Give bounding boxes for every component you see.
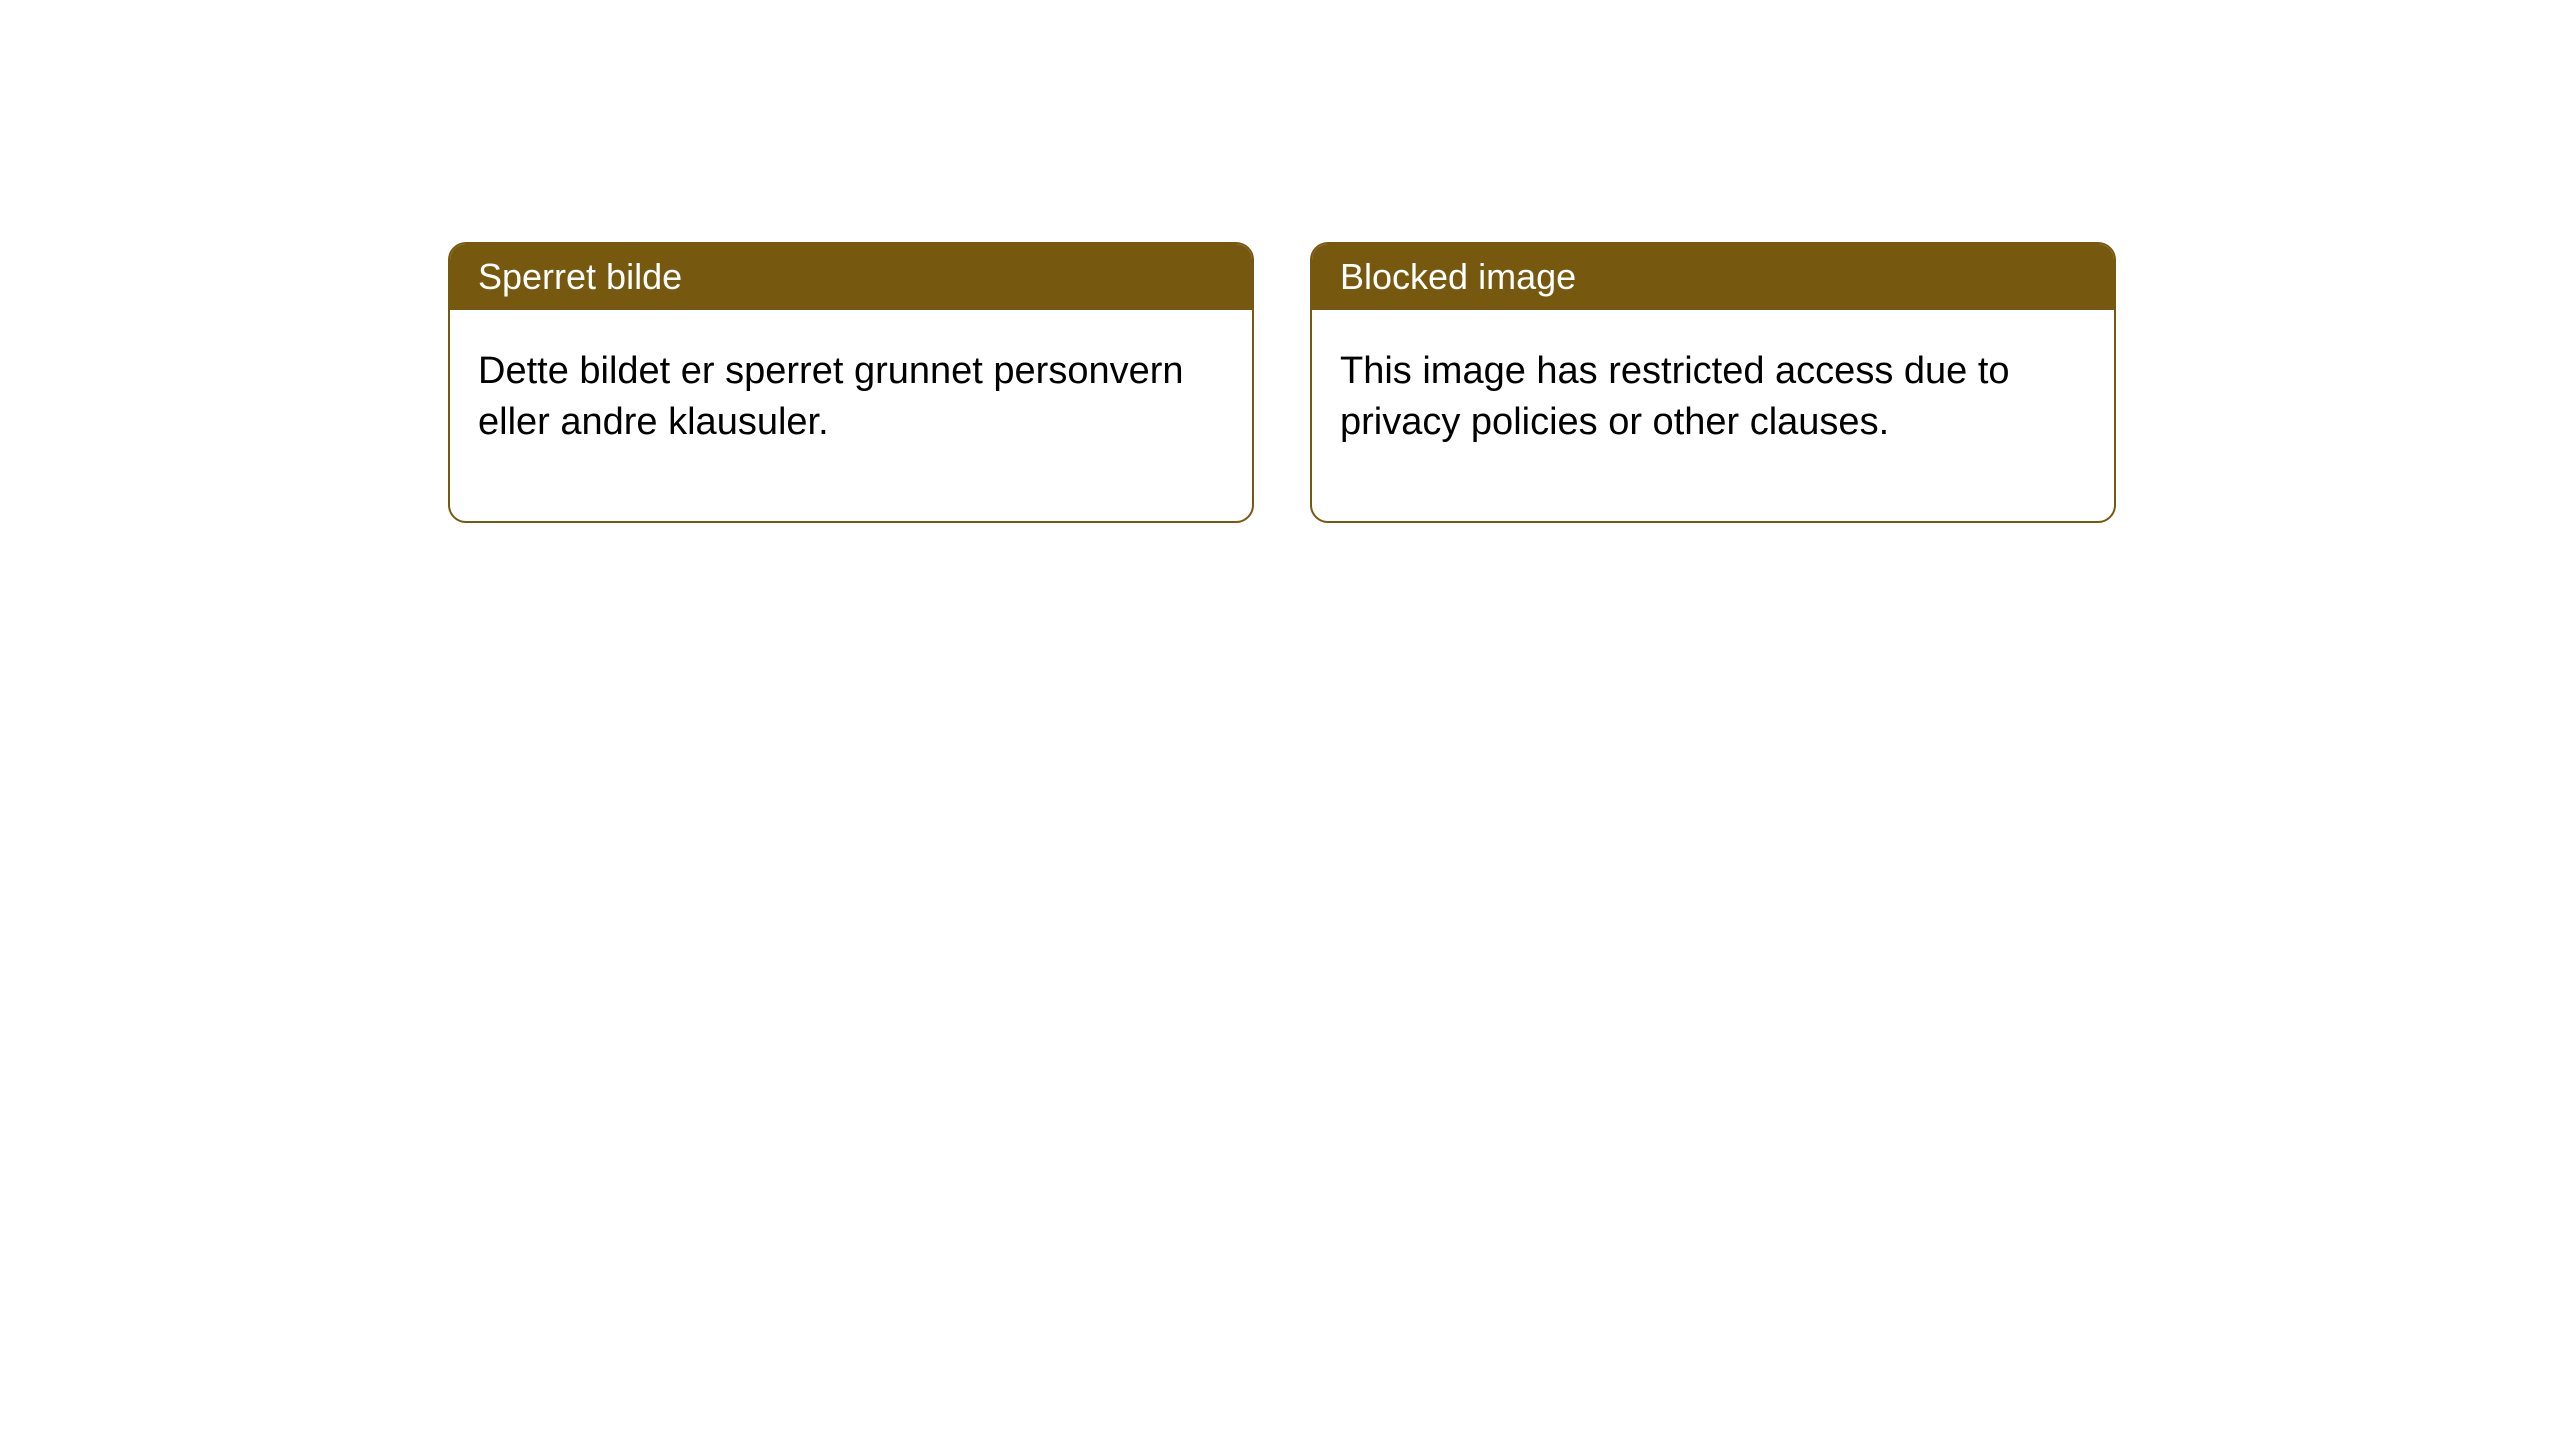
panel-norwegian: Sperret bilde Dette bildet er sperret gr… — [448, 242, 1254, 523]
panel-title: Blocked image — [1340, 256, 1576, 297]
panel-body: Dette bildet er sperret grunnet personve… — [450, 310, 1252, 521]
panels-container: Sperret bilde Dette bildet er sperret gr… — [448, 242, 2116, 523]
panel-header: Sperret bilde — [450, 244, 1252, 310]
panel-body: This image has restricted access due to … — [1312, 310, 2114, 521]
panel-body-text: Dette bildet er sperret grunnet personve… — [478, 350, 1184, 443]
panel-title: Sperret bilde — [478, 256, 682, 297]
panel-header: Blocked image — [1312, 244, 2114, 310]
panel-body-text: This image has restricted access due to … — [1340, 350, 2010, 443]
panel-english: Blocked image This image has restricted … — [1310, 242, 2116, 523]
